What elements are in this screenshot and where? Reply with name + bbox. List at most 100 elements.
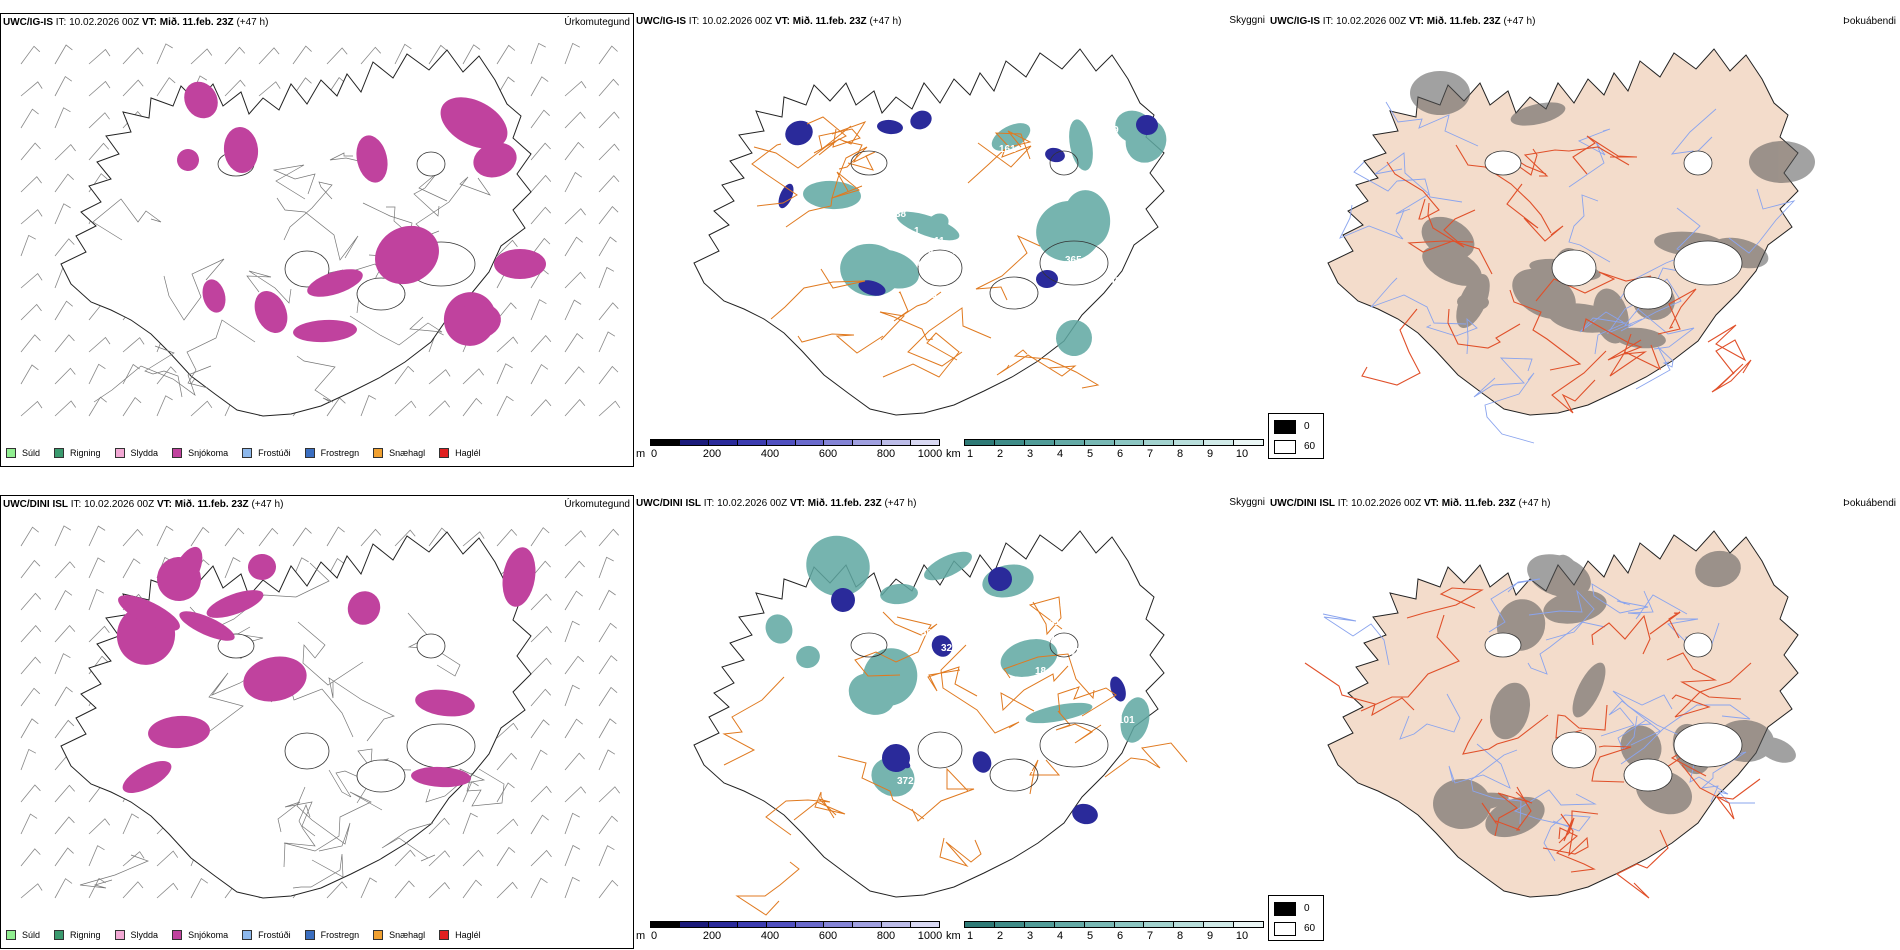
valid-label: VT:	[141, 17, 157, 28]
cloud-base-label: 365	[1065, 255, 1082, 266]
shaded-area	[1695, 550, 1741, 588]
wind-barb	[20, 656, 41, 675]
cloud-base-label: 373	[1017, 87, 1034, 98]
legend-item: Frostúði	[242, 930, 291, 940]
wind-barb	[530, 877, 548, 899]
wind-barb	[156, 395, 173, 417]
wind-barb	[564, 171, 583, 193]
legend-item: Frostregn	[304, 448, 359, 458]
wind-barb	[258, 81, 281, 97]
wind-barb	[88, 80, 111, 97]
cloud-base-label: 17	[941, 270, 953, 281]
line-feature	[1681, 764, 1761, 820]
shaded-area	[1749, 141, 1815, 183]
shaded-area	[988, 567, 1012, 591]
wind-barb	[20, 209, 43, 225]
colorbar-tick: 600	[818, 448, 838, 460]
line-feature	[1617, 715, 1661, 751]
wind-barb	[156, 850, 179, 867]
model-name: UWC/DINI ISL	[3, 499, 68, 510]
line-feature	[879, 311, 934, 341]
colorbar-tick: 200	[702, 448, 722, 460]
line-feature	[349, 315, 443, 346]
colorbar-segment	[651, 440, 680, 445]
wind-barb	[360, 528, 382, 547]
colorbar-tick: 2	[996, 448, 1004, 460]
colorbar-segment	[1024, 922, 1055, 927]
shaded-area	[1025, 702, 1093, 724]
shaded-area	[1572, 662, 1606, 718]
wind-barb	[428, 400, 451, 417]
roads	[722, 596, 1188, 916]
line-feature	[927, 666, 978, 697]
cloud-base-label: 18	[1035, 666, 1047, 677]
variable-name: Skyggni	[1229, 15, 1265, 26]
legend-label: Frostregn	[320, 930, 360, 940]
precip-legend: Súld Rigning Slydda Snjókoma Frostúði Fr…	[6, 445, 495, 461]
wind-barb	[496, 239, 518, 257]
variable-name: Úrkomutegund	[564, 17, 630, 28]
glacier-outline	[850, 150, 888, 176]
wind-barb	[88, 818, 111, 835]
wind-barb	[530, 593, 552, 611]
wind-barb	[54, 624, 76, 643]
line-feature	[1407, 240, 1493, 275]
glacier-outline	[1551, 731, 1597, 769]
shaded-area	[931, 635, 953, 657]
line-feature	[1448, 743, 1511, 789]
map-precip-type-row2	[20, 525, 621, 899]
colorbar-tick: 400	[760, 930, 780, 942]
shaded-area	[1456, 273, 1490, 329]
colorbar-tick: 6	[1116, 448, 1124, 460]
line-feature	[1304, 662, 1415, 717]
colorbar-segment	[911, 922, 940, 927]
wind-barb	[122, 396, 142, 417]
colorbar-segment	[824, 922, 854, 927]
shaded-area	[248, 553, 276, 581]
wind-barb	[292, 527, 312, 547]
wind-barb	[54, 203, 71, 225]
legend-label: Snjókoma	[188, 448, 229, 458]
lead-time: (+47 h)	[1503, 16, 1536, 27]
line-feature	[765, 798, 837, 836]
wind-barb	[428, 817, 450, 835]
lead-time: (+47 h)	[251, 499, 284, 510]
valid-time: Mið. 11.feb. 23Z	[159, 17, 234, 28]
wind-barb	[224, 46, 246, 65]
legend-item: Súld	[6, 448, 40, 458]
shaded-area	[453, 302, 501, 340]
line-feature	[186, 319, 256, 389]
glacier-outline	[356, 759, 406, 793]
line-feature	[1506, 183, 1564, 242]
wind-barb	[88, 877, 106, 899]
colorbar-tick: 8	[1176, 930, 1184, 942]
colorbar-tick: 5	[1086, 930, 1094, 942]
low-cloud-areas	[778, 110, 1158, 296]
cloud-base-label: 32	[945, 154, 957, 165]
shaded-area	[375, 225, 439, 285]
line-feature	[1666, 652, 1742, 700]
line-feature	[813, 121, 867, 156]
wind-barb	[598, 879, 619, 899]
cloud-base-label: 418	[1049, 617, 1066, 628]
line-feature	[1579, 311, 1627, 355]
line-feature	[1615, 829, 1669, 899]
wind-barb	[564, 398, 586, 417]
wind-barb	[530, 814, 549, 835]
colorbar-strip	[650, 921, 940, 928]
line-feature	[1339, 204, 1405, 240]
wind-barb	[530, 688, 551, 707]
shaded-area	[895, 757, 911, 769]
shaded-area	[148, 715, 210, 749]
line-feature	[939, 837, 982, 868]
cloud-base-label: 845	[1002, 171, 1019, 182]
wind-barb	[326, 47, 348, 65]
line-feature	[1535, 271, 1652, 302]
glacier-outline	[1623, 758, 1673, 792]
line-feature	[751, 143, 798, 207]
snow-areas	[177, 81, 546, 346]
wind-barb	[496, 782, 515, 803]
line-feature	[381, 822, 436, 862]
line-feature	[1055, 710, 1102, 744]
glacier-outline	[1673, 240, 1743, 286]
